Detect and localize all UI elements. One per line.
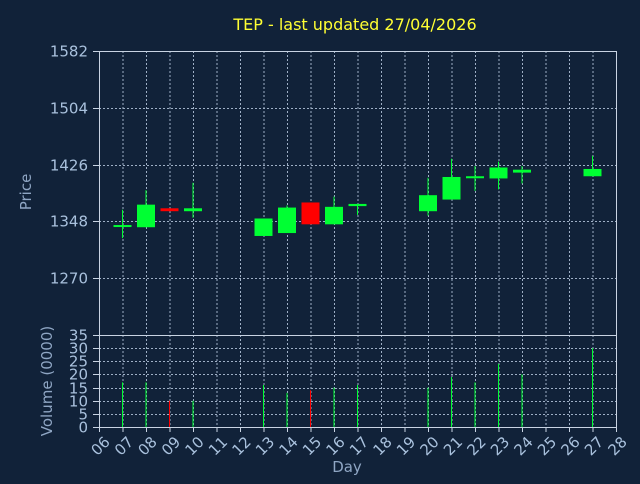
chart-title: TEP - last updated 27/04/2026 xyxy=(232,15,476,34)
volume-panel-frame xyxy=(99,335,617,428)
price-tick-label: 1426 xyxy=(50,157,88,175)
volume-tick-label: 20 xyxy=(69,366,88,384)
volume-tick-label: 0 xyxy=(78,419,88,437)
volume-tick-label: 25 xyxy=(69,353,88,371)
day-tick-label: 10 xyxy=(182,433,208,459)
candle-body xyxy=(583,168,602,177)
candle-body xyxy=(254,218,273,236)
price-axis-label: Price xyxy=(17,174,35,211)
day-tick-label: 27 xyxy=(581,433,607,459)
x-axis-label: Day xyxy=(332,458,362,476)
candle-body xyxy=(184,208,202,212)
day-tick-label: 21 xyxy=(440,433,466,459)
day-tick-label: 11 xyxy=(205,433,231,459)
candle-body xyxy=(325,206,343,225)
day-tick-label: 18 xyxy=(370,433,396,459)
candle-body xyxy=(278,207,296,234)
day-tick-label: 28 xyxy=(605,433,631,459)
day-tick-label: 09 xyxy=(158,433,184,459)
day-tick-label: 15 xyxy=(299,433,325,459)
candle-body xyxy=(442,176,461,200)
day-tick-label: 23 xyxy=(487,433,513,459)
candle-body xyxy=(348,203,367,207)
candle-body xyxy=(113,225,132,228)
price-tick-label: 1582 xyxy=(50,43,88,61)
day-tick-label: 13 xyxy=(252,433,278,459)
day-tick-label: 07 xyxy=(111,433,137,459)
candle-body xyxy=(466,176,484,179)
candle-body xyxy=(301,202,320,225)
price-tick-label: 1270 xyxy=(50,270,88,288)
day-tick-label: 25 xyxy=(534,433,560,459)
candle-body xyxy=(489,167,508,179)
day-tick-label: 12 xyxy=(229,433,255,459)
price-panel: 1582 1504 1426 1348 1270 xyxy=(50,43,617,336)
volume-axis-label: Volume (0000) xyxy=(38,326,56,436)
day-tick-label: 16 xyxy=(323,433,349,459)
price-tick-label: 1504 xyxy=(50,100,88,118)
volume-panel: 3530252015105006070809101112131415161718… xyxy=(69,327,631,460)
volume-tick-label: 30 xyxy=(69,340,88,358)
price-tick-label: 1348 xyxy=(50,213,88,231)
volume-tick-label: 15 xyxy=(69,380,88,398)
day-tick-label: 08 xyxy=(135,433,161,459)
day-tick-label: 14 xyxy=(276,433,302,459)
day-tick-label: 24 xyxy=(511,433,537,459)
volume-tick-label: 10 xyxy=(69,393,88,411)
day-tick-label: 19 xyxy=(393,433,419,459)
volume-tick-label: 35 xyxy=(69,327,88,345)
day-tick-label: 26 xyxy=(558,433,584,459)
day-tick-label: 22 xyxy=(464,433,490,459)
day-tick-label: 06 xyxy=(88,433,114,459)
candle-body xyxy=(419,195,437,212)
candle-body xyxy=(513,169,531,173)
candle-body xyxy=(137,204,155,228)
day-tick-label: 17 xyxy=(346,433,372,459)
day-tick-label: 20 xyxy=(417,433,443,459)
candle-body xyxy=(160,208,179,212)
volume-tick-label: 5 xyxy=(78,406,88,424)
